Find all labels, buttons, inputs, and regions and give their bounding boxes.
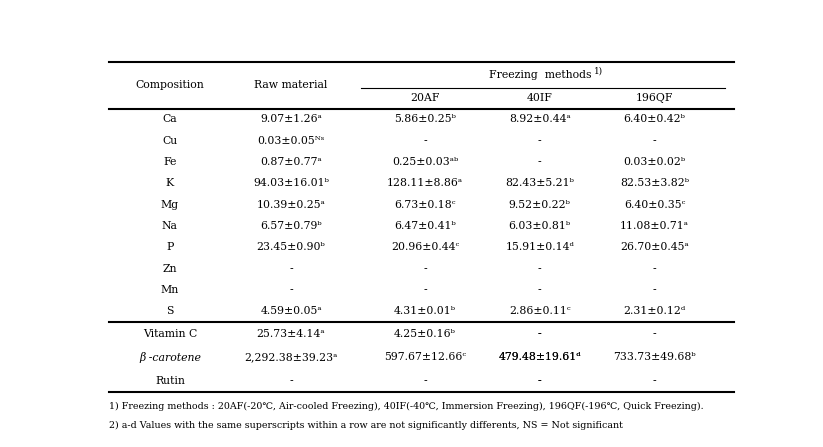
Text: Raw material: Raw material — [254, 80, 328, 90]
Text: 6.47±0.41ᵇ: 6.47±0.41ᵇ — [394, 221, 456, 231]
Text: -: - — [289, 285, 293, 295]
Text: -: - — [538, 375, 542, 386]
Text: -: - — [423, 136, 427, 146]
Text: -: - — [538, 157, 542, 167]
Text: 733.73±49.68ᵇ: 733.73±49.68ᵇ — [613, 352, 696, 362]
Text: Vitamin C: Vitamin C — [142, 329, 197, 339]
Text: 10.39±0.25ᵃ: 10.39±0.25ᵃ — [257, 200, 325, 210]
Text: 4.31±0.01ᵇ: 4.31±0.01ᵇ — [394, 307, 456, 316]
Text: -: - — [538, 375, 542, 386]
Text: 0.03±0.05ᴺˢ: 0.03±0.05ᴺˢ — [258, 136, 325, 146]
Text: 2) a-d Values with the same superscripts within a row are not significantly diff: 2) a-d Values with the same superscripts… — [109, 421, 623, 430]
Text: 25.73±4.14ᵃ: 25.73±4.14ᵃ — [257, 329, 325, 339]
Text: 20.96±0.44ᶜ: 20.96±0.44ᶜ — [391, 242, 459, 253]
Text: 94.03±16.01ᵇ: 94.03±16.01ᵇ — [253, 178, 329, 188]
Text: -: - — [423, 264, 427, 274]
Text: 597.67±12.66ᶜ: 597.67±12.66ᶜ — [384, 352, 466, 362]
Text: Mn: Mn — [160, 285, 179, 295]
Text: -: - — [289, 264, 293, 274]
Text: S: S — [166, 307, 174, 316]
Text: K: K — [165, 178, 174, 188]
Text: 26.70±0.45ᵃ: 26.70±0.45ᵃ — [621, 242, 689, 253]
Text: -: - — [423, 375, 427, 386]
Text: 15.91±0.14ᵈ: 15.91±0.14ᵈ — [505, 242, 574, 253]
Text: 20AF: 20AF — [410, 93, 439, 103]
Text: 4.59±0.05ᵃ: 4.59±0.05ᵃ — [260, 307, 322, 316]
Text: 0.87±0.77ᵃ: 0.87±0.77ᵃ — [260, 157, 322, 167]
Text: Ca: Ca — [162, 114, 177, 124]
Text: 40IF: 40IF — [527, 93, 553, 103]
Text: 6.40±0.42ᵇ: 6.40±0.42ᵇ — [624, 114, 686, 124]
Text: -: - — [653, 329, 657, 339]
Text: P: P — [166, 242, 174, 253]
Text: 11.08±0.71ᵃ: 11.08±0.71ᵃ — [620, 221, 689, 231]
Text: 0.03±0.02ᵇ: 0.03±0.02ᵇ — [624, 157, 686, 167]
Text: -: - — [653, 136, 657, 146]
Text: Composition: Composition — [136, 80, 204, 90]
Text: 479.48±19.61ᵈ: 479.48±19.61ᵈ — [499, 352, 581, 362]
Text: 2.31±0.12ᵈ: 2.31±0.12ᵈ — [624, 307, 686, 316]
Text: 82.43±5.21ᵇ: 82.43±5.21ᵇ — [505, 178, 574, 188]
Text: Zn: Zn — [163, 264, 177, 274]
Text: 2.86±0.11ᶜ: 2.86±0.11ᶜ — [509, 307, 570, 316]
Text: 9.52±0.22ᵇ: 9.52±0.22ᵇ — [509, 200, 570, 210]
Text: -: - — [289, 375, 293, 386]
Text: β -carotene: β -carotene — [139, 352, 201, 363]
Text: 196QF: 196QF — [636, 93, 673, 103]
Text: 0.25±0.03ᵃᵇ: 0.25±0.03ᵃᵇ — [392, 157, 458, 167]
Text: 8.92±0.44ᵃ: 8.92±0.44ᵃ — [509, 114, 570, 124]
Text: 6.03±0.81ᵇ: 6.03±0.81ᵇ — [509, 221, 571, 231]
Text: Na: Na — [162, 221, 178, 231]
Text: -: - — [538, 329, 542, 339]
Text: 5.86±0.25ᵇ: 5.86±0.25ᵇ — [394, 114, 456, 124]
Text: 1): 1) — [594, 67, 603, 76]
Text: -: - — [538, 285, 542, 295]
Text: 1) Freezing methods : 20AF(-20℃, Air-cooled Freezing), 40IF(-40℃, Immersion Free: 1) Freezing methods : 20AF(-20℃, Air-coo… — [109, 401, 704, 411]
Text: Freezing  methods: Freezing methods — [489, 70, 591, 80]
Text: -: - — [653, 375, 657, 386]
Text: -: - — [423, 285, 427, 295]
Text: 6.57±0.79ᵇ: 6.57±0.79ᵇ — [260, 221, 322, 231]
Text: 23.45±0.90ᵇ: 23.45±0.90ᵇ — [257, 242, 325, 253]
Text: Cu: Cu — [162, 136, 178, 146]
Text: -: - — [538, 264, 542, 274]
Text: -: - — [653, 285, 657, 295]
Text: 9.07±1.26ᵃ: 9.07±1.26ᵃ — [260, 114, 322, 124]
Text: Fe: Fe — [163, 157, 177, 167]
Text: 6.40±0.35ᶜ: 6.40±0.35ᶜ — [624, 200, 686, 210]
Text: -: - — [538, 329, 542, 339]
Text: 6.73±0.18ᶜ: 6.73±0.18ᶜ — [394, 200, 456, 210]
Text: 2,292.38±39.23ᵃ: 2,292.38±39.23ᵃ — [244, 352, 337, 362]
Text: 479.48±19.61ᵈ: 479.48±19.61ᵈ — [499, 352, 581, 362]
Text: -: - — [653, 264, 657, 274]
Text: 4.25±0.16ᵇ: 4.25±0.16ᵇ — [394, 329, 456, 339]
Text: Mg: Mg — [160, 200, 179, 210]
Text: Rutin: Rutin — [155, 375, 185, 386]
Text: -: - — [538, 136, 542, 146]
Text: 82.53±3.82ᵇ: 82.53±3.82ᵇ — [620, 178, 689, 188]
Text: 128.11±8.86ᵃ: 128.11±8.86ᵃ — [387, 178, 463, 188]
